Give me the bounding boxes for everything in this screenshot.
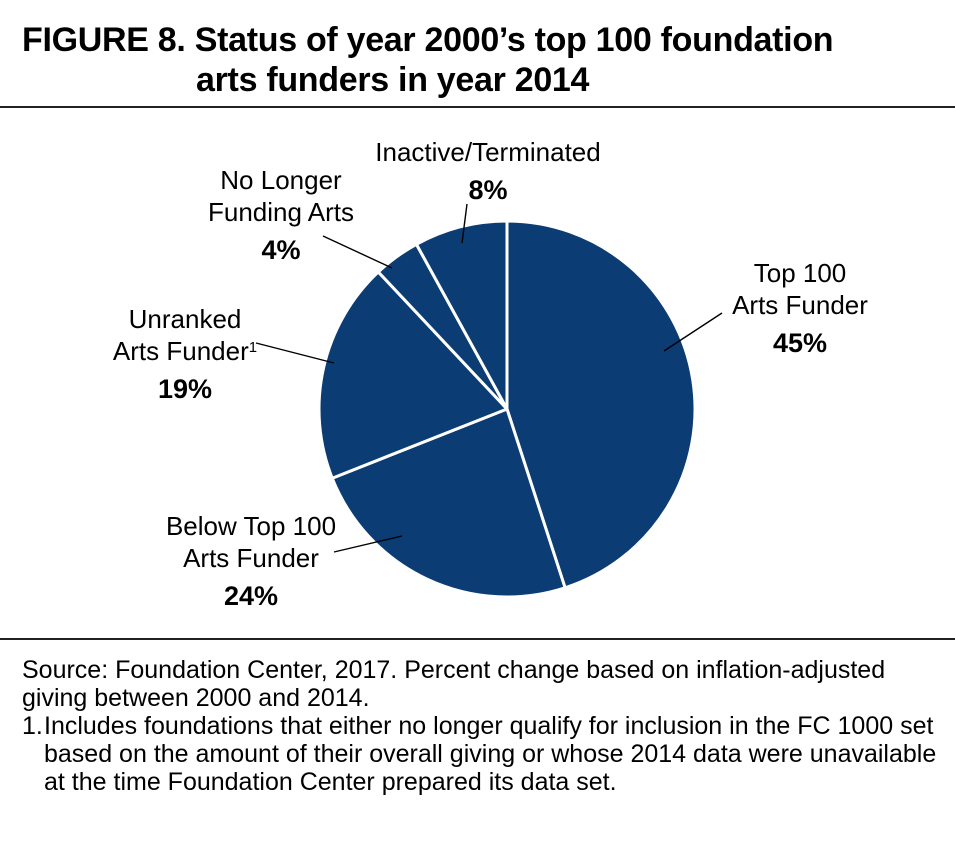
source-note: Source: Foundation Center, 2017. Percent… (22, 656, 886, 712)
label-top-100-arts-funder: Top 100 Arts Funder 45% (732, 258, 868, 358)
slice-unranked-arts-funder (317, 270, 509, 480)
leader-lines (255, 203, 723, 553)
label-no-longer-funding-arts: No Longer Funding Arts 4% (208, 165, 354, 265)
label-inactive-terminated: Inactive/Terminated 8% (375, 137, 600, 205)
label-unranked-arts-funder: Unranked Arts Funder1 19% (113, 304, 257, 404)
footnote: 1. Includes foundations that either no l… (22, 712, 937, 796)
pie-chart: Top 100 Arts Funder 45% Below Top 100 Arts F… (113, 137, 868, 611)
title-line-2: arts funders in year 2014 (196, 61, 590, 99)
title-line-1: FIGURE 8. Status of year 2000’s top 100 … (22, 21, 834, 59)
slice-inactive-terminated (414, 219, 509, 411)
footnote-text: Includes foundations that either no long… (44, 712, 937, 796)
footnote-number: 1. (22, 712, 43, 740)
top-rule (0, 106, 955, 108)
slice-labels: Top 100 Arts Funder 45% Below Top 100 Arts F… (113, 137, 868, 611)
leader-line-below-top-100-arts-funder (333, 535, 403, 553)
slice-top-100-arts-funder (505, 219, 697, 590)
leader-line-inactive-terminated (461, 203, 468, 244)
bottom-rule (0, 638, 955, 640)
leader-line-no-longer-funding-arts (322, 235, 393, 269)
leader-line-top-100-arts-funder (663, 312, 723, 352)
chart-title: FIGURE 8. Status of year 2000’s top 100 … (22, 20, 834, 100)
label-below-top-100-arts-funder: Below Top 100 Arts Funder 24% (166, 511, 336, 611)
leader-line-unranked-arts-funder (255, 342, 335, 364)
pie-slices (317, 219, 697, 599)
source-notes: Source: Foundation Center, 2017. Percent… (22, 656, 937, 796)
